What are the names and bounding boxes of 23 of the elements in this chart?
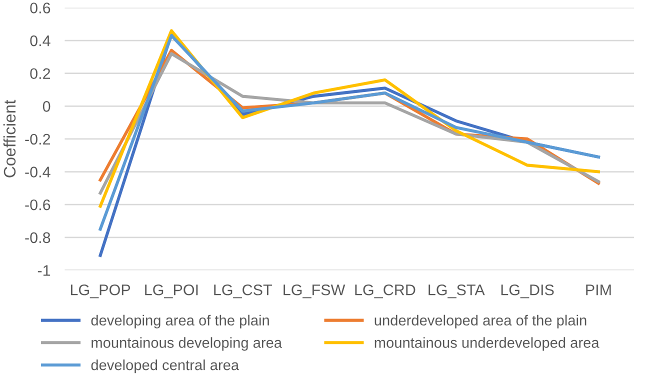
y-tick-label: -0.2 [25, 134, 50, 145]
x-tick-label: PIM [586, 284, 611, 296]
x-tick-label: LG_FSW [284, 284, 346, 298]
y-tick-label: -0.4 [25, 166, 50, 178]
legend-label: developed central area [91, 360, 240, 374]
x-tick-label: LG_STA [428, 284, 485, 298]
y-tick-label: -0.8 [25, 232, 50, 244]
y-tick-label: 0.2 [30, 68, 50, 80]
legend-label: underdeveloped area of the plain [374, 314, 586, 328]
y-tick-label: -0.6 [25, 199, 50, 210]
legend-label: mountainous underdeveloped area [374, 337, 600, 351]
x-tick-label: LG_DIS [501, 284, 554, 298]
y-tick-label: 0.6 [30, 2, 50, 14]
x-tick-label: LG_CST [214, 284, 272, 298]
legend-label: mountainous developing area [92, 337, 282, 351]
legend-label: developing area of the plain [91, 314, 269, 328]
x-tick-label: LG_CRD [355, 284, 416, 298]
y-tick-label: 0 [42, 101, 50, 112]
y-axis-title: Coefficient [3, 100, 16, 178]
y-tick-label: 0.4 [30, 35, 50, 46]
x-tick-label: LG_POP [70, 284, 130, 298]
y-tick-label: -1 [38, 265, 50, 276]
x-tick-label: LG_POI [145, 284, 198, 298]
